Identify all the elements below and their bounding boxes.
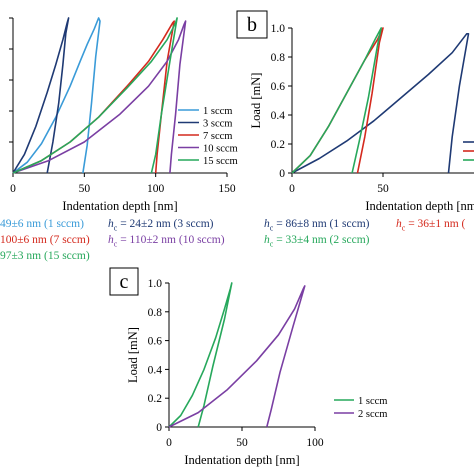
- plot-b-y-tick-label: 0: [279, 168, 285, 180]
- plot-b-x-label: Indentation depth [nm]: [365, 199, 474, 213]
- plot-a-x-label: Indentation depth [nm]: [62, 199, 177, 213]
- plot-b-x-tick-label: 50: [377, 183, 389, 195]
- plot-a-x-tick-label: 150: [218, 183, 236, 195]
- plot-b-y-tick-label: 1.0: [271, 23, 286, 35]
- plot-a-x-tick-label: 50: [79, 183, 91, 195]
- plot-c-y-tick-label: 0.4: [148, 364, 163, 376]
- plot-b-y-tick-label: 0.2: [271, 139, 286, 151]
- annotation-a-10sccm: hc = 110±2 nm (10 sccm): [108, 234, 225, 249]
- annotation-b-2sccm: hc = 33±4 nm (2 sccm): [264, 234, 370, 249]
- plot-c-x-tick-label: 50: [236, 437, 248, 449]
- legend-a-label: 15 sccm: [203, 156, 238, 167]
- plot-c-series: [168, 282, 306, 428]
- plot-a-x-tick-label: 0: [10, 183, 16, 195]
- plot-c-x-tick-label: 100: [306, 437, 324, 449]
- annotation-a-7sccm: 100±6 nm (7 sccm): [0, 234, 90, 246]
- annotation-b-red: hc = 36±1 nm (: [396, 218, 466, 233]
- annotation-a-3sccm: hc = 24±2 nm (3 sccm): [108, 218, 214, 233]
- plot-c-y-tick-label: 0.6: [148, 336, 163, 348]
- plot-c-y-tick-label: 1.0: [148, 278, 163, 290]
- plot-a-axes: 0 50 100 150 Indentation depth [nm]: [9, 17, 236, 213]
- annotation-a-1sccm: 49±6 nm (1 sccm): [0, 218, 84, 230]
- plot-c-series-line: [168, 282, 233, 428]
- plot-b-series: [291, 27, 474, 174]
- plot-a-group: 0 50 100 150 Indentation depth [nm] 1 sccm 3 …: [9, 17, 238, 213]
- plot-a-x-tick-label: 100: [147, 183, 165, 195]
- plot-b-series-line: [291, 32, 470, 174]
- annotation-a-15sccm: 97±3 nm (15 sccm): [0, 250, 90, 262]
- plot-a-series-line: [12, 20, 187, 174]
- panel-b-label-box: [236, 10, 268, 39]
- plot-c-y-label: Load [mN]: [126, 327, 140, 383]
- plot-b-series-line: [291, 27, 383, 174]
- plot-c-x-label: Indentation depth [nm]: [184, 453, 299, 467]
- plot-c-y-tick-label: 0.8: [148, 307, 163, 319]
- plot-c-series-line: [168, 285, 306, 428]
- plot-b-axes: 0 50 0 0.2 0.4 0.6 0.8 1.0 Indentation depth [nm…: [249, 23, 474, 213]
- plot-a-series: [12, 17, 187, 174]
- plot-b-x-tick-label: 0: [289, 183, 295, 195]
- plot-b-y-label: Load [mN]: [249, 73, 263, 129]
- panel-b-label: b: [247, 14, 257, 36]
- legend-a-label: 7 sccm: [203, 131, 232, 142]
- plot-b-group: 0 50 0 0.2 0.4 0.6 0.8 1.0 Indentation depth [nm…: [249, 23, 474, 213]
- legend-a-label: 10 sccm: [203, 144, 238, 155]
- legend-c-label: 1 sccm: [358, 396, 387, 407]
- legend-c-label: 2 sccm: [358, 409, 387, 420]
- plot-c-y-tick-label: 0.2: [148, 393, 163, 405]
- plot-c-x-tick-label: 0: [166, 437, 172, 449]
- annotation-b-1sccm: hc = 86±8 nm (1 sccm): [264, 218, 370, 233]
- legend-a-label: 3 sccm: [203, 119, 232, 130]
- panel-c-label: c: [120, 271, 129, 293]
- plot-a-series-line: [12, 17, 70, 174]
- plot-c-y-tick-label: 0: [156, 422, 162, 434]
- plot-a-series-line: [12, 17, 178, 174]
- plot-b-y-tick-label: 0.4: [271, 110, 286, 122]
- plot-c-legend: 1 sccm 2 sccm: [334, 396, 387, 420]
- plot-a-series-line: [12, 17, 101, 174]
- panel-c-label-box: [109, 267, 139, 296]
- plot-c-axes: 0 50 100 0 0.2 0.4 0.6 0.8 1.0 Indentation depth …: [126, 278, 324, 467]
- plot-c-group: 0 50 100 0 0.2 0.4 0.6 0.8 1.0 Indentation depth …: [126, 278, 387, 467]
- legend-a-label: 1 sccm: [203, 106, 232, 117]
- plot-b-y-tick-label: 0.6: [271, 81, 286, 93]
- plot-b-y-tick-label: 0.8: [271, 52, 286, 64]
